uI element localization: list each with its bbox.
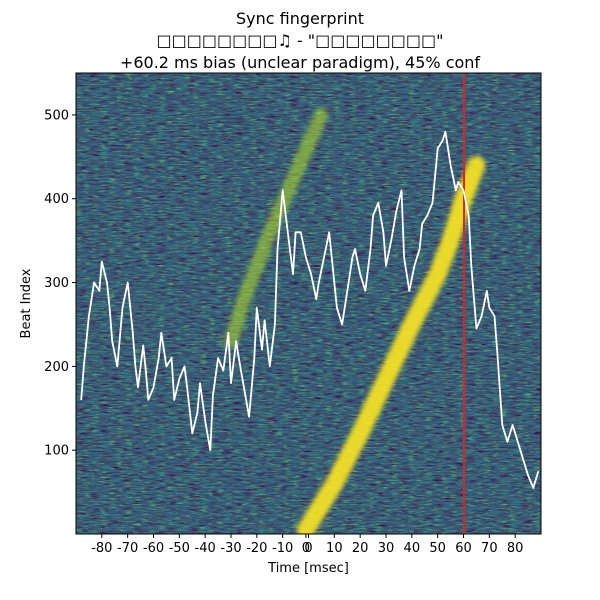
- x-tick-label: -80: [91, 541, 112, 556]
- x-tick-label: 50: [429, 541, 446, 556]
- heatmap: [76, 73, 541, 534]
- x-tick-label: -10: [272, 541, 293, 556]
- x-axis-label: Time [msec]: [267, 561, 349, 576]
- y-axis-label: Beat Index: [19, 268, 34, 338]
- y-axis: 100 200 300 400 500: [44, 108, 76, 459]
- bright-band: [296, 156, 486, 534]
- y-tick-label: 200: [44, 360, 69, 375]
- chart-title: Sync fingerprint: [235, 9, 365, 28]
- y-tick-label: 100: [44, 444, 69, 459]
- x-tick-label: -40: [195, 541, 216, 556]
- x-tick-label: 0: [302, 541, 310, 556]
- y-tick-label: 400: [44, 192, 69, 207]
- x-tick-label: -20: [246, 541, 267, 556]
- heatmap-bands: [224, 107, 486, 534]
- x-tick-label: 10: [326, 541, 343, 556]
- x-tick-label: -70: [117, 541, 138, 556]
- x-tick-label: 20: [352, 541, 369, 556]
- x-tick-label: 0: [304, 541, 312, 556]
- x-tick-label: 30: [378, 541, 395, 556]
- density-curve: [80, 130, 540, 489]
- faint-band: [224, 107, 329, 349]
- chart-caption: +60.2 ms bias (unclear paradigm), 45% co…: [119, 53, 481, 72]
- x-axis: -80 -70 -60 -50 -40 -30 -20 -10 00 10 20 30 40 50 60 70…: [91, 534, 523, 556]
- x-tick-label: 80: [507, 541, 524, 556]
- x-tick-label: -50: [169, 541, 190, 556]
- x-tick-label: 40: [404, 541, 421, 556]
- chart-subtitle: □□□□□□□□♫ - "□□□□□□□□": [156, 31, 444, 50]
- x-tick-label: 70: [481, 541, 498, 556]
- x-tick-label: -60: [143, 541, 164, 556]
- x-tick-label: -30: [220, 541, 241, 556]
- y-tick-label: 500: [44, 108, 69, 123]
- x-tick-label: 60: [455, 541, 472, 556]
- y-tick-label: 300: [44, 276, 69, 291]
